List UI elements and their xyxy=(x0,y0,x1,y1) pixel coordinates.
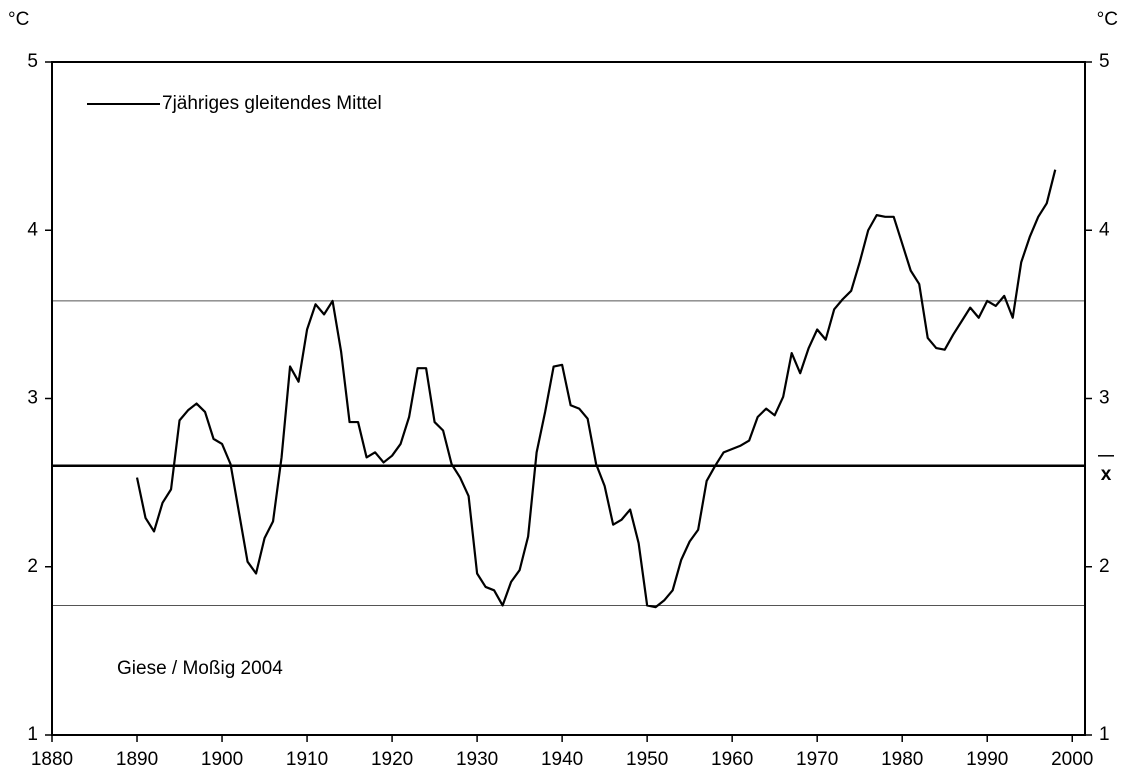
legend-label: 7jähriges gleitendes Mittel xyxy=(162,93,382,114)
series-line xyxy=(135,169,1057,609)
y2-tick-label: 4 xyxy=(1099,219,1110,240)
y-tick-label: 2 xyxy=(27,556,38,577)
x-tick-label: 1900 xyxy=(201,749,243,770)
y-axis-unit: °C xyxy=(8,9,29,30)
y2-tick-label: 2 xyxy=(1099,556,1110,577)
y-tick-label: 5 xyxy=(27,51,38,72)
x-tick-label: 1990 xyxy=(966,749,1008,770)
x-tick-label: 1920 xyxy=(371,749,413,770)
x-tick-label: 1880 xyxy=(31,749,73,770)
y-tick-label: 4 xyxy=(27,219,38,240)
x-tick-label: 1940 xyxy=(541,749,583,770)
x-tick-label: 1980 xyxy=(881,749,923,770)
mean-label: x xyxy=(1101,464,1112,485)
y2-tick-label: 1 xyxy=(1099,724,1110,745)
x-tick-label: 2000 xyxy=(1051,749,1093,770)
y2-axis-unit: °C xyxy=(1097,9,1118,30)
y2-tick-label: 5 xyxy=(1099,51,1110,72)
x-tick-label: 1960 xyxy=(711,749,753,770)
y-tick-label: 1 xyxy=(27,724,38,745)
y2-tick-label: 3 xyxy=(1099,388,1110,409)
x-tick-label: 1910 xyxy=(286,749,328,770)
y-tick-label: 3 xyxy=(27,388,38,409)
x-tick-label: 1950 xyxy=(626,749,668,770)
x-tick-label: 1930 xyxy=(456,749,498,770)
x-tick-label: 1970 xyxy=(796,749,838,770)
annotation: Giese / Moßig 2004 xyxy=(117,658,283,679)
x-tick-label: 1890 xyxy=(116,749,158,770)
